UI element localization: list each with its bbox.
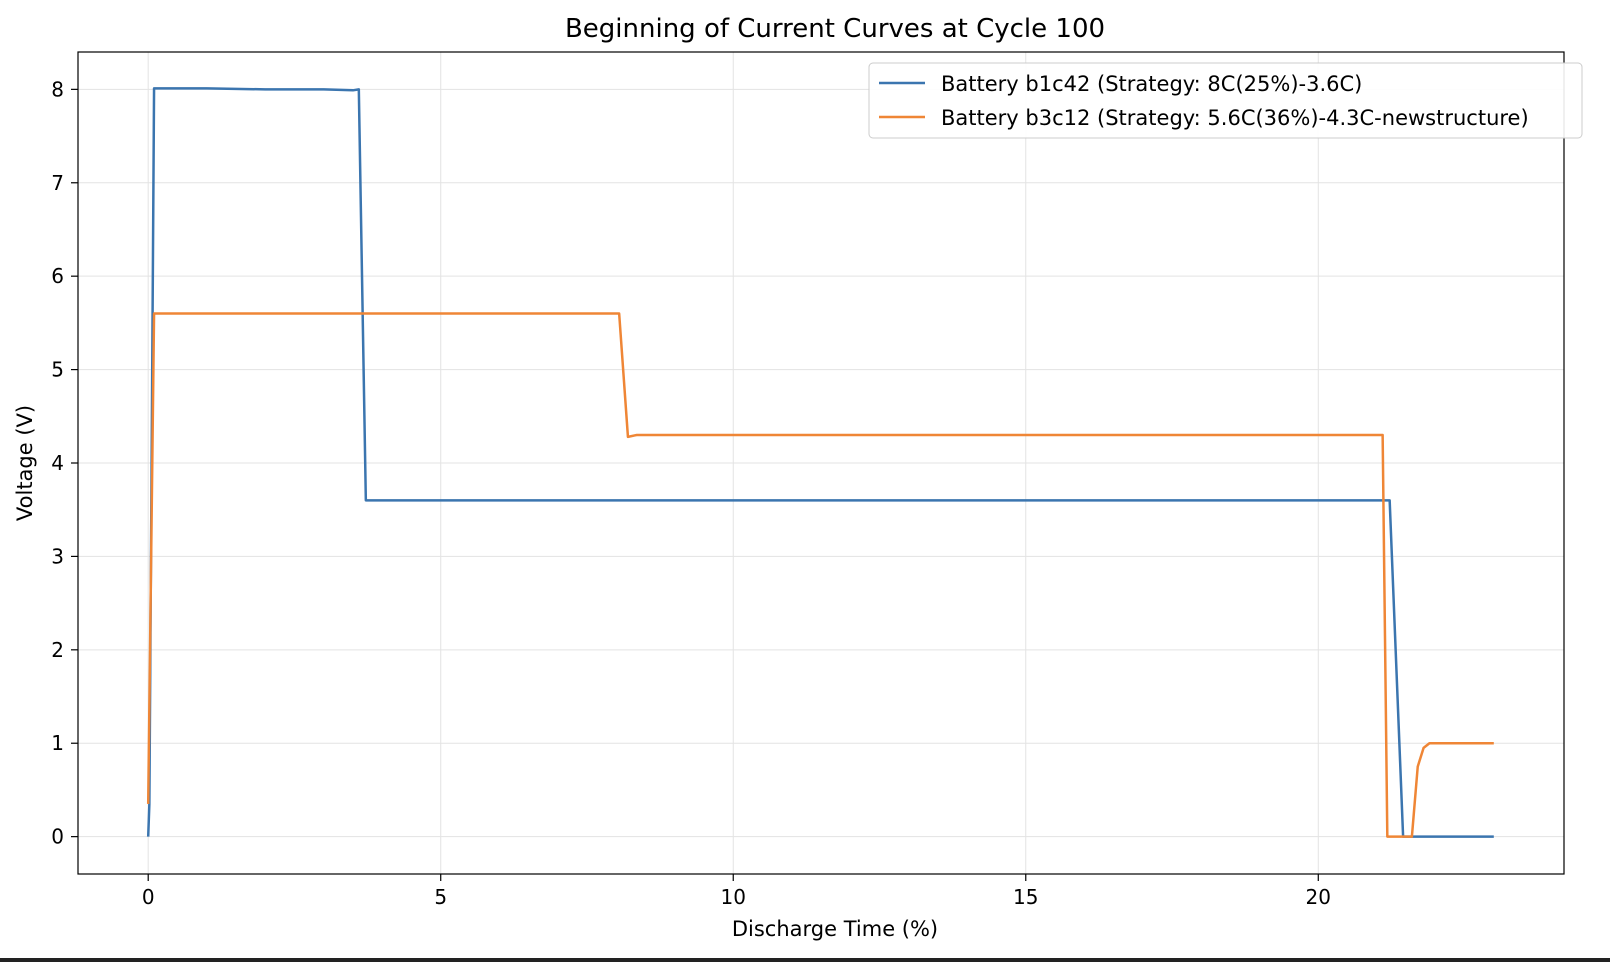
y-tick-label: 1 (51, 731, 64, 755)
series-line-b3c12 (146, 312, 1494, 838)
y-tick-label: 4 (51, 451, 64, 475)
x-tick-label: 20 (1306, 885, 1331, 909)
chart-title: Beginning of Current Curves at Cycle 100 (565, 14, 1105, 44)
y-axis-label: Voltage (V) (13, 405, 37, 521)
y-tick-label: 8 (51, 77, 64, 101)
x-axis-label: Discharge Time (%) (732, 917, 938, 941)
legend-label-b1c42: Battery b1c42 (Strategy: 8C(25%)-3.6C) (941, 72, 1362, 96)
y-tick-label: 0 (51, 825, 64, 849)
axis-ticks: 0 5 10 15 20 0 1 2 3 4 5 6 7 8 (51, 77, 1331, 909)
legend-box (868, 62, 1583, 139)
x-tick-label: 0 (142, 885, 155, 909)
data-series (146, 87, 1494, 838)
y-tick-label: 5 (51, 358, 64, 382)
legend: Battery b1c42 (Strategy: 8C(25%)-3.6C) B… (868, 62, 1583, 139)
y-tick-label: 7 (51, 171, 64, 195)
window-bottom-border (0, 958, 1610, 962)
y-tick-label: 6 (51, 264, 64, 288)
x-tick-label: 10 (721, 885, 746, 909)
x-tick-label: 5 (434, 885, 447, 909)
legend-label-b3c12: Battery b3c12 (Strategy: 5.6C(36%)-4.3C-… (941, 106, 1529, 130)
y-tick-label: 3 (51, 544, 64, 568)
y-tick-label: 2 (51, 638, 64, 662)
x-tick-label: 15 (1013, 885, 1038, 909)
